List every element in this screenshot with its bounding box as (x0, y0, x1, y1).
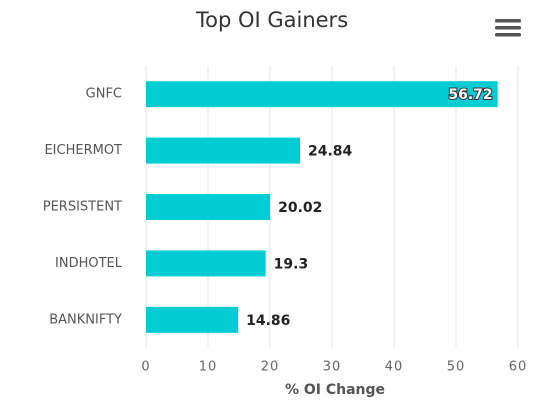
bar (146, 81, 498, 108)
bar (146, 250, 266, 277)
x-tick-label: 50 (447, 360, 466, 375)
menu-bar (495, 26, 521, 30)
x-axis-label: % OI Change (285, 382, 385, 398)
chart-title: Top OI Gainers (195, 8, 348, 32)
x-tick-label: 40 (385, 360, 404, 375)
data-label: 24.84 (308, 144, 353, 160)
y-tick-label: PERSISTENT (43, 200, 122, 215)
x-tick-label: 10 (199, 360, 218, 375)
bar (146, 194, 271, 220)
menu-bar (495, 19, 521, 23)
data-label: 14.86 (246, 313, 290, 329)
bar (146, 306, 239, 333)
x-tick-label: 30 (323, 360, 342, 375)
x-tick-label: 0 (141, 360, 150, 375)
data-label: 19.3 (274, 256, 309, 272)
y-tick-label: EICHERMOT (44, 143, 122, 158)
y-tick-label: BANKNIFTY (49, 312, 122, 327)
x-tick-label: 20 (261, 360, 280, 375)
menu-button[interactable] (495, 19, 521, 37)
x-tick-label: 60 (509, 360, 528, 375)
data-label: 56.72 (448, 87, 492, 103)
y-tick-label: GNFC (86, 87, 122, 102)
y-tick-label: INDHOTEL (55, 256, 123, 271)
menu-bar (495, 33, 521, 37)
data-label: 20.02 (278, 200, 322, 216)
bar (146, 137, 301, 164)
